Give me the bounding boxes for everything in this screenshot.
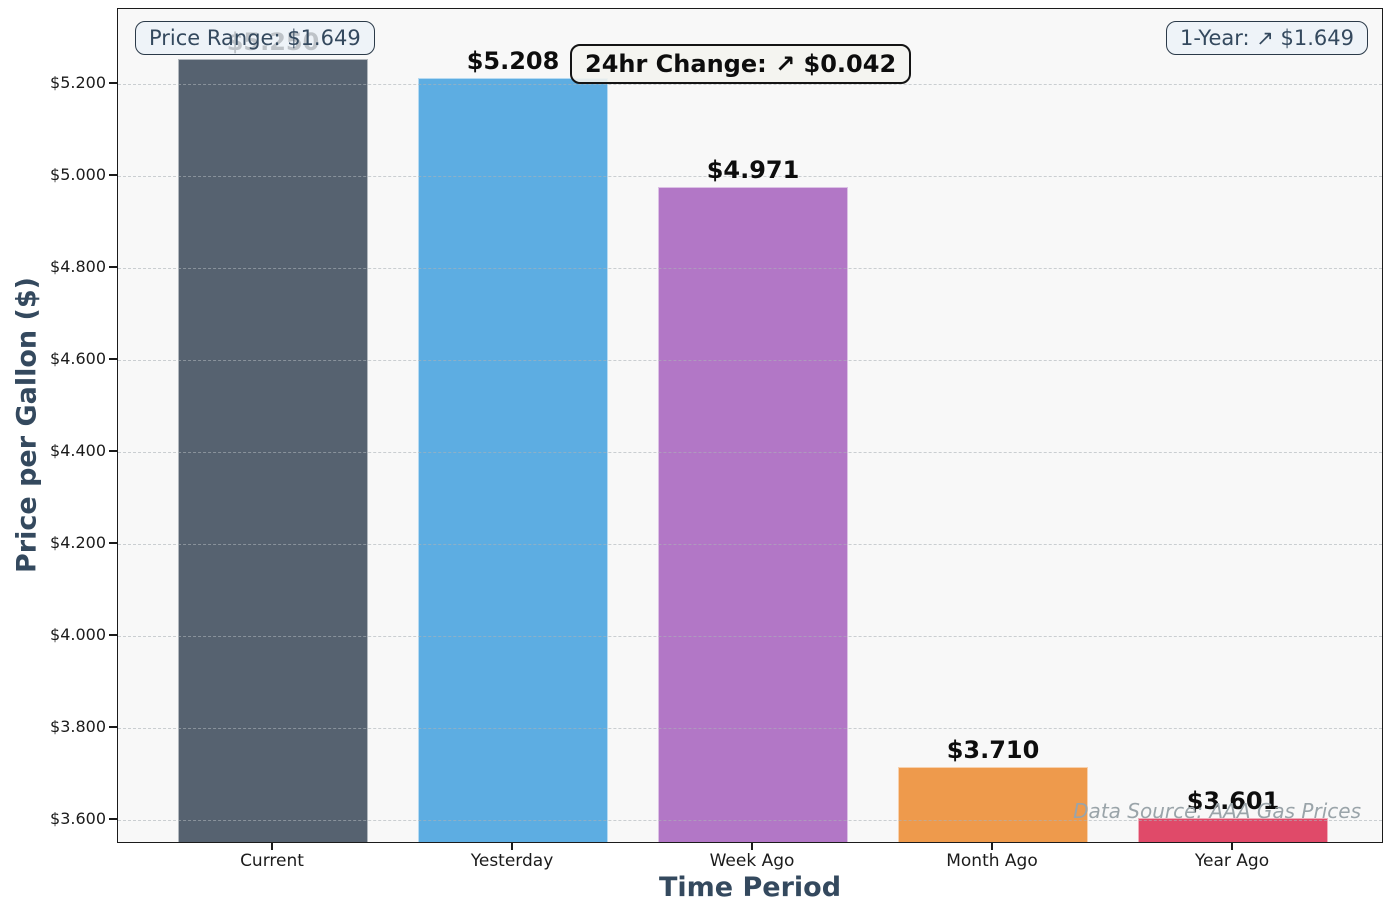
gridline xyxy=(118,268,1382,269)
y-tick-label: $5.200 xyxy=(50,72,106,92)
price-range-annotation: Price Range: $1.649 xyxy=(135,21,375,55)
1-year-change-annotation: 1-Year: ↗ $1.649 xyxy=(1165,21,1368,55)
y-tick-label: $3.600 xyxy=(50,809,106,829)
bar-year-ago xyxy=(1138,817,1328,842)
24hr-change-annotation: 24hr Change: ↗ $0.042 xyxy=(570,44,912,84)
y-tick-label: $5.000 xyxy=(50,165,106,184)
y-tick-mark xyxy=(109,542,117,544)
x-tick-label: Month Ago xyxy=(946,851,1038,871)
bar-current xyxy=(178,59,368,842)
y-tick-mark xyxy=(109,266,117,268)
gridline xyxy=(118,176,1382,177)
x-axis-title: Time Period xyxy=(658,872,842,903)
y-tick-label: $4.800 xyxy=(50,257,106,276)
x-tick-label: Yesterday xyxy=(470,851,554,871)
x-tick-mark xyxy=(271,843,273,850)
gridline xyxy=(118,728,1382,730)
data-source-note: Data Source: AAA Gas Prices xyxy=(1073,799,1361,823)
gridline xyxy=(118,452,1382,454)
x-tick-label: Week Ago xyxy=(709,851,795,871)
y-tick-label: $4.200 xyxy=(50,533,106,553)
y-tick-mark xyxy=(109,634,117,636)
y-tick-mark xyxy=(109,818,117,820)
plot-area: $5.250$5.208$4.971$3.710$3.601 xyxy=(117,8,1383,843)
y-tick-label: $4.400 xyxy=(50,441,106,461)
y-tick-label: $4.000 xyxy=(50,625,106,645)
gridline xyxy=(118,83,1382,85)
x-tick-label: Year Ago xyxy=(1194,851,1270,871)
bar-value-label: $4.971 xyxy=(706,156,800,185)
x-tick-mark xyxy=(991,843,993,850)
gridline xyxy=(118,544,1382,546)
y-tick-label: $3.800 xyxy=(50,717,106,737)
x-tick-mark xyxy=(1231,843,1233,850)
bar-week-ago xyxy=(658,187,848,842)
x-tick-mark xyxy=(751,843,753,850)
y-axis-title: Price per Gallon ($) xyxy=(11,277,43,573)
bar-month-ago xyxy=(898,767,1088,842)
bar-value-label: $5.208 xyxy=(466,47,560,76)
y-tick-mark xyxy=(109,82,117,84)
y-tick-mark xyxy=(109,450,117,452)
y-tick-label: $4.600 xyxy=(50,349,106,369)
gridline xyxy=(118,360,1382,362)
y-tick-mark xyxy=(109,174,117,176)
gridline xyxy=(118,820,1382,822)
bar-yesterday xyxy=(418,78,608,842)
bar-value-label: $3.710 xyxy=(946,736,1040,765)
x-tick-mark xyxy=(511,843,513,850)
y-tick-mark xyxy=(109,726,117,728)
y-tick-mark xyxy=(109,358,117,360)
bar-value-label: $3.601 xyxy=(1186,786,1280,815)
gridline xyxy=(118,636,1382,638)
x-tick-label: Current xyxy=(240,851,304,871)
